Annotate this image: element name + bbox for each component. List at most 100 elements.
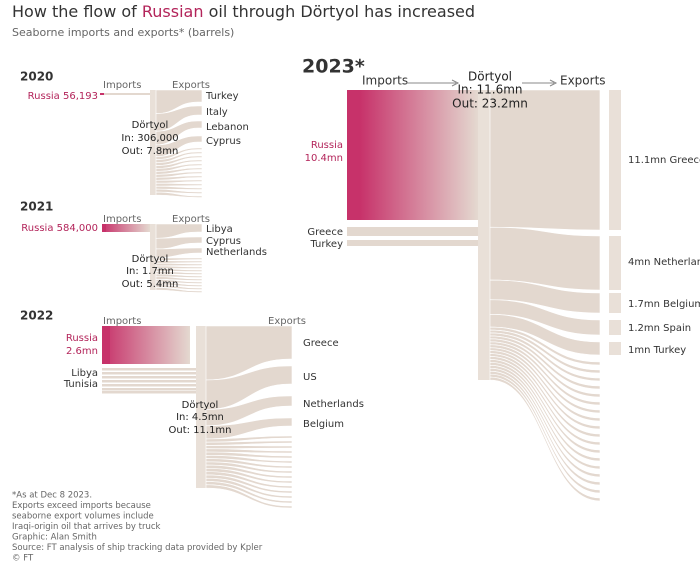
flow — [489, 338, 601, 398]
flow — [205, 468, 293, 484]
year: 2020 — [20, 70, 53, 84]
band — [360, 90, 478, 220]
source-name: Turkey — [309, 239, 343, 250]
source-name: Russia — [311, 140, 343, 151]
flow — [155, 284, 203, 290]
year: 2022 — [20, 309, 53, 323]
flow — [205, 365, 293, 410]
destination: Cyprus — [206, 136, 241, 147]
year: 2021 — [20, 200, 53, 214]
destination: 11.1mn Greece — [628, 155, 700, 166]
flow — [489, 341, 601, 406]
hub-label: Dörtyol — [132, 120, 169, 131]
flow — [155, 247, 203, 259]
flow — [155, 89, 203, 114]
footnote: *As at Dec 8 2023.Exports exceed imports… — [12, 491, 263, 564]
flow — [489, 370, 601, 486]
export-bar — [609, 320, 621, 335]
flow — [489, 376, 601, 502]
flow — [489, 367, 601, 478]
flow — [155, 191, 203, 198]
destination: Netherlands — [303, 399, 364, 410]
flow — [489, 353, 601, 438]
title: How the flow of Russian oil through Dört… — [12, 2, 475, 21]
source-name: Tunisia — [63, 379, 98, 390]
flow — [155, 236, 203, 250]
source-amount: 2.6mn — [66, 346, 98, 357]
band — [100, 93, 150, 95]
flow — [489, 329, 601, 374]
exports-label: Exports — [560, 74, 606, 88]
export-bar — [609, 90, 621, 230]
band — [102, 380, 196, 383]
flow — [489, 314, 601, 356]
band — [102, 384, 196, 387]
flow — [489, 362, 601, 462]
footnote-line: Graphic: Alan Smith — [12, 533, 97, 543]
band — [102, 224, 150, 232]
imports-label: Imports — [103, 80, 141, 91]
destination: Cyprus — [206, 236, 241, 247]
band — [102, 326, 190, 364]
hub-bar — [478, 90, 490, 380]
destination: 1mn Turkey — [628, 345, 686, 356]
flow — [205, 471, 293, 489]
source-name: Libya — [71, 368, 98, 379]
flow — [155, 120, 203, 146]
hub-in: In: 306,000 — [121, 133, 178, 144]
destination: 1.7mn Belgium — [628, 299, 700, 310]
band — [102, 391, 196, 394]
flow — [489, 89, 601, 231]
flow — [489, 347, 601, 422]
footnote-line: © FT — [12, 554, 34, 564]
export-bar — [609, 342, 621, 355]
flow — [489, 356, 601, 446]
destination: Libya — [206, 224, 233, 235]
import-bar — [102, 224, 106, 232]
hub-label: Dörtyol — [182, 400, 219, 411]
source-amount: 10.4mn — [305, 153, 343, 164]
flow — [155, 163, 203, 172]
destination: Turkey — [205, 91, 239, 102]
band — [347, 240, 478, 246]
imports-label: Imports — [103, 316, 141, 327]
flow — [489, 335, 601, 390]
flow — [205, 395, 293, 427]
destination: Greece — [303, 338, 339, 349]
flow — [155, 171, 203, 178]
year: 2023* — [302, 56, 365, 78]
destination: Lebanon — [206, 122, 249, 133]
flow — [205, 445, 293, 450]
flow — [489, 365, 601, 470]
flow — [205, 474, 293, 494]
footnote-line: Exports exceed imports because — [12, 501, 151, 511]
exports-label: Exports — [172, 214, 210, 225]
hub-out: Out: 5.4mn — [122, 279, 179, 290]
flow — [205, 481, 293, 504]
flow — [489, 332, 601, 382]
flow — [489, 279, 601, 314]
band — [102, 376, 196, 379]
hub-bar — [150, 224, 156, 290]
hub-in: In: 11.6mn — [457, 83, 522, 97]
flow — [205, 325, 293, 381]
footnote-line: *As at Dec 8 2023. — [12, 491, 92, 501]
hub-out: Out: 23.2mn — [452, 97, 528, 111]
destination: Belgium — [303, 419, 344, 430]
destination: Italy — [206, 107, 228, 118]
flow — [155, 175, 203, 181]
source-name: Russia — [66, 333, 98, 344]
flow — [489, 344, 601, 414]
destination: 4mn Netherlands — [628, 257, 700, 268]
destination: US — [303, 372, 317, 383]
import-bar — [347, 90, 360, 220]
import-bar — [100, 93, 104, 95]
arrow-head — [549, 79, 558, 87]
hub-out: Out: 11.1mn — [168, 425, 231, 436]
footnote-line: Source: FT analysis of ship tracking dat… — [12, 543, 263, 553]
flow — [489, 359, 601, 454]
hub-bar — [150, 90, 156, 195]
flow — [205, 451, 293, 459]
hub-label: Dörtyol — [132, 254, 169, 265]
